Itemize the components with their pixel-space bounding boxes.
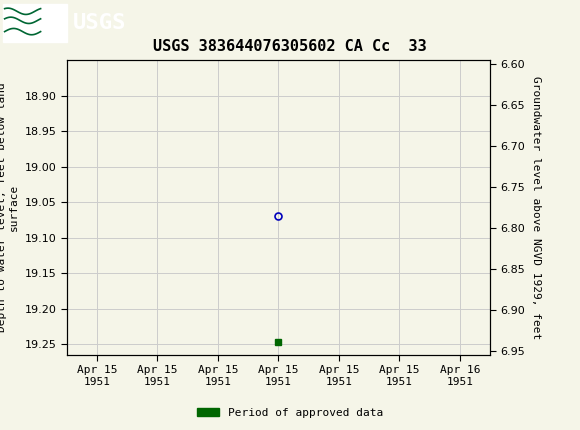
Text: USGS 383644076305602 CA Cc  33: USGS 383644076305602 CA Cc 33 bbox=[153, 39, 427, 54]
FancyBboxPatch shape bbox=[3, 3, 67, 42]
Text: USGS: USGS bbox=[72, 12, 126, 33]
Y-axis label: Groundwater level above NGVD 1929, feet: Groundwater level above NGVD 1929, feet bbox=[531, 76, 541, 339]
Legend: Period of approved data: Period of approved data bbox=[193, 403, 387, 422]
Y-axis label: Depth to water level, feet below land
surface: Depth to water level, feet below land su… bbox=[0, 83, 19, 332]
